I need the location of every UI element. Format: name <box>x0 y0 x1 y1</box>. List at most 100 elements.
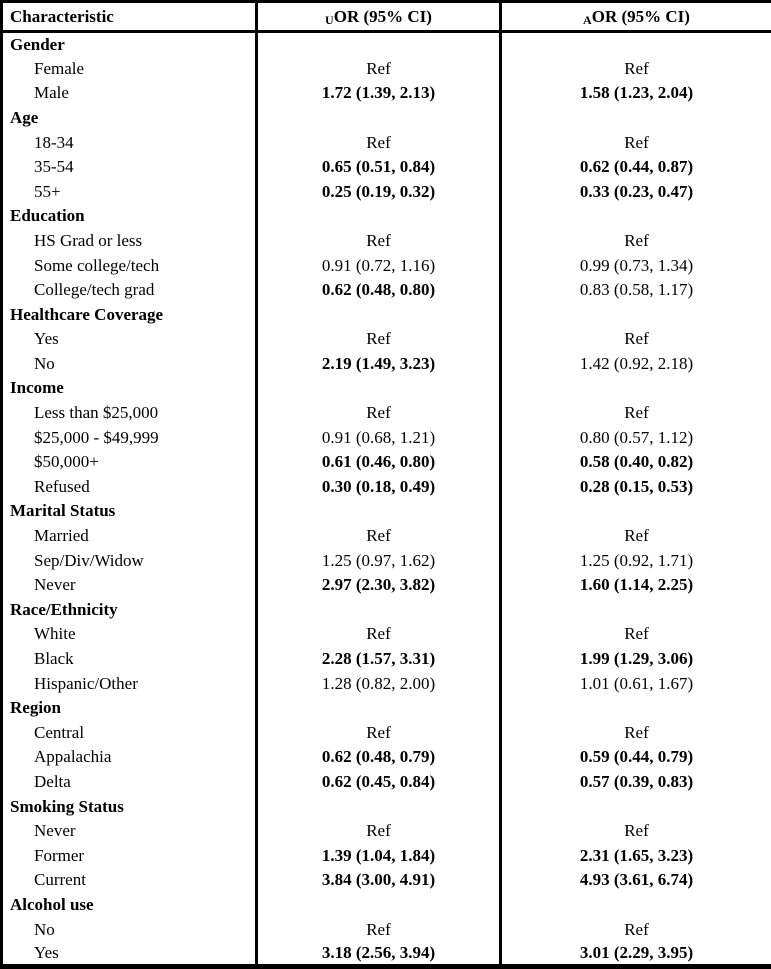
uor-value: Ref <box>255 129 501 155</box>
aor-value: Ref <box>499 228 771 253</box>
section-header-row: Race/Ethnicity <box>2 597 771 622</box>
table-row: Current 3.84 (3.00, 4.91) 4.93 (3.61, 6.74… <box>2 867 771 893</box>
section-name: Education <box>10 206 85 226</box>
table-row: $25,000 - $49,999 0.91 (0.68, 1.21) 0.80 (… <box>2 425 771 450</box>
row-label: Sep/Div/Widow <box>34 550 144 570</box>
aor-value: 1.58 (1.23, 2.04) <box>499 80 771 106</box>
row-label: $25,000 - $49,999 <box>34 427 159 447</box>
row-label: Hispanic/Other <box>34 673 138 693</box>
uor-value: 0.91 (0.68, 1.21) <box>255 425 501 450</box>
aor-value: 1.25 (0.92, 1.71) <box>499 547 771 573</box>
row-label: Never <box>34 821 76 841</box>
table-row: Less than $25,000 Ref Ref <box>2 400 771 425</box>
section-header-row: Education <box>2 203 771 229</box>
row-label: No <box>34 919 55 939</box>
section-header-row: Region <box>2 695 771 721</box>
row-label: Former <box>34 845 85 865</box>
table-row: Some college/tech 0.91 (0.72, 1.16) 0.99 (… <box>2 252 771 278</box>
uor-value: Ref <box>255 916 501 942</box>
section-name: Income <box>10 378 64 398</box>
empty-aor-cell <box>499 892 771 917</box>
aor-value: 2.31 (1.65, 3.23) <box>499 843 771 868</box>
table-row: Sep/Div/Widow 1.25 (0.97, 1.62) 1.25 (0.92… <box>2 547 771 573</box>
aor-value: 0.99 (0.73, 1.34) <box>499 252 771 278</box>
row-label: Married <box>34 526 89 546</box>
row-label: Appalachia <box>34 747 112 767</box>
table-row: Yes 3.18 (2.56, 3.94) 3.01 (2.29, 3.95) <box>2 941 771 967</box>
aor-value: Ref <box>499 400 771 425</box>
table-row: 18-34 Ref Ref <box>2 129 771 155</box>
aor-value: 0.59 (0.44, 0.79) <box>499 744 771 770</box>
aor-value: Ref <box>499 56 771 81</box>
aor-value: Ref <box>499 523 771 548</box>
empty-uor-cell <box>255 105 501 130</box>
col-header-characteristic: Characteristic <box>1 1 257 33</box>
uor-value: Ref <box>255 818 501 844</box>
empty-uor-cell <box>255 597 501 622</box>
table-row: Never Ref Ref <box>2 818 771 844</box>
uor-value: Ref <box>255 720 501 745</box>
table-row: 35-54 0.65 (0.51, 0.84) 0.62 (0.44, 0.87) <box>2 154 771 180</box>
aor-value: 1.01 (0.61, 1.67) <box>499 670 771 696</box>
table-row: Central Ref Ref <box>2 720 771 745</box>
aor-value: 1.60 (1.14, 2.25) <box>499 572 771 598</box>
empty-aor-cell <box>499 498 771 524</box>
section-header-row: Gender <box>2 31 771 57</box>
empty-uor-cell <box>255 892 501 917</box>
uor-value: 0.30 (0.18, 0.49) <box>255 474 501 499</box>
empty-uor-cell <box>255 695 501 721</box>
uor-value: 0.62 (0.48, 0.79) <box>255 744 501 770</box>
uor-value: 1.28 (0.82, 2.00) <box>255 670 501 696</box>
table-row: Hispanic/Other 1.28 (0.82, 2.00) 1.01 (0.6… <box>2 670 771 696</box>
empty-uor-cell <box>255 498 501 524</box>
uor-value: Ref <box>255 400 501 425</box>
aor-value: 3.01 (2.29, 3.95) <box>499 941 771 967</box>
uor-value: Ref <box>255 621 501 647</box>
row-label: Current <box>34 870 86 890</box>
section-header-row: Alcohol use <box>2 892 771 917</box>
empty-uor-cell <box>255 302 501 327</box>
row-label: Yes <box>34 329 59 349</box>
aor-value: 0.62 (0.44, 0.87) <box>499 154 771 180</box>
section-name: Healthcare Coverage <box>10 304 164 324</box>
empty-uor-cell <box>255 793 501 819</box>
col-header-aor: AOR (95% CI) <box>499 1 771 33</box>
table-row: Appalachia 0.62 (0.48, 0.79) 0.59 (0.44, 0… <box>2 744 771 770</box>
table-row: $50,000+ 0.61 (0.46, 0.80) 0.58 (0.40, 0.8… <box>2 449 771 475</box>
uor-subscript: U <box>325 12 334 27</box>
aor-value: Ref <box>499 818 771 844</box>
uor-value: 0.61 (0.46, 0.80) <box>255 449 501 475</box>
uor-value: 1.25 (0.97, 1.62) <box>255 547 501 573</box>
table-row: Married Ref Ref <box>2 523 771 548</box>
table-row: Male 1.72 (1.39, 2.13) 1.58 (1.23, 2.04) <box>2 80 771 106</box>
table-row: No 2.19 (1.49, 3.23) 1.42 (0.92, 2.18) <box>2 351 771 376</box>
row-label: College/tech grad <box>34 280 155 300</box>
empty-aor-cell <box>499 597 771 622</box>
aor-value: 1.42 (0.92, 2.18) <box>499 351 771 376</box>
table-body: Gender Female Ref Ref Male 1.72 (1.39, 2.13) 1… <box>2 31 771 967</box>
header-row: Characteristic UOR (95% CI) AOR (95% CI) <box>1 1 771 33</box>
aor-value: Ref <box>499 129 771 155</box>
empty-uor-cell <box>255 375 501 401</box>
empty-aor-cell <box>499 793 771 819</box>
uor-value: 2.97 (2.30, 3.82) <box>255 572 501 598</box>
table-row: HS Grad or less Ref Ref <box>2 228 771 253</box>
section-name: Age <box>10 107 39 127</box>
empty-aor-cell <box>499 31 771 57</box>
uor-value: 0.62 (0.45, 0.84) <box>255 769 501 794</box>
row-label: No <box>34 353 55 373</box>
empty-aor-cell <box>499 375 771 401</box>
row-label: 35-54 <box>34 157 74 177</box>
section-header-row: Age <box>2 105 771 130</box>
uor-value: 3.18 (2.56, 3.94) <box>255 941 501 967</box>
row-label: Male <box>34 83 69 103</box>
aor-value: 4.93 (3.61, 6.74) <box>499 867 771 893</box>
table-row: No Ref Ref <box>2 916 771 942</box>
table-row: Former 1.39 (1.04, 1.84) 2.31 (1.65, 3.23) <box>2 843 771 868</box>
row-label: HS Grad or less <box>34 230 143 250</box>
aor-value: Ref <box>499 326 771 352</box>
table-row: College/tech grad 0.62 (0.48, 0.80) 0.83 (… <box>2 277 771 303</box>
uor-value: Ref <box>255 523 501 548</box>
section-name: Race/Ethnicity <box>10 599 118 619</box>
